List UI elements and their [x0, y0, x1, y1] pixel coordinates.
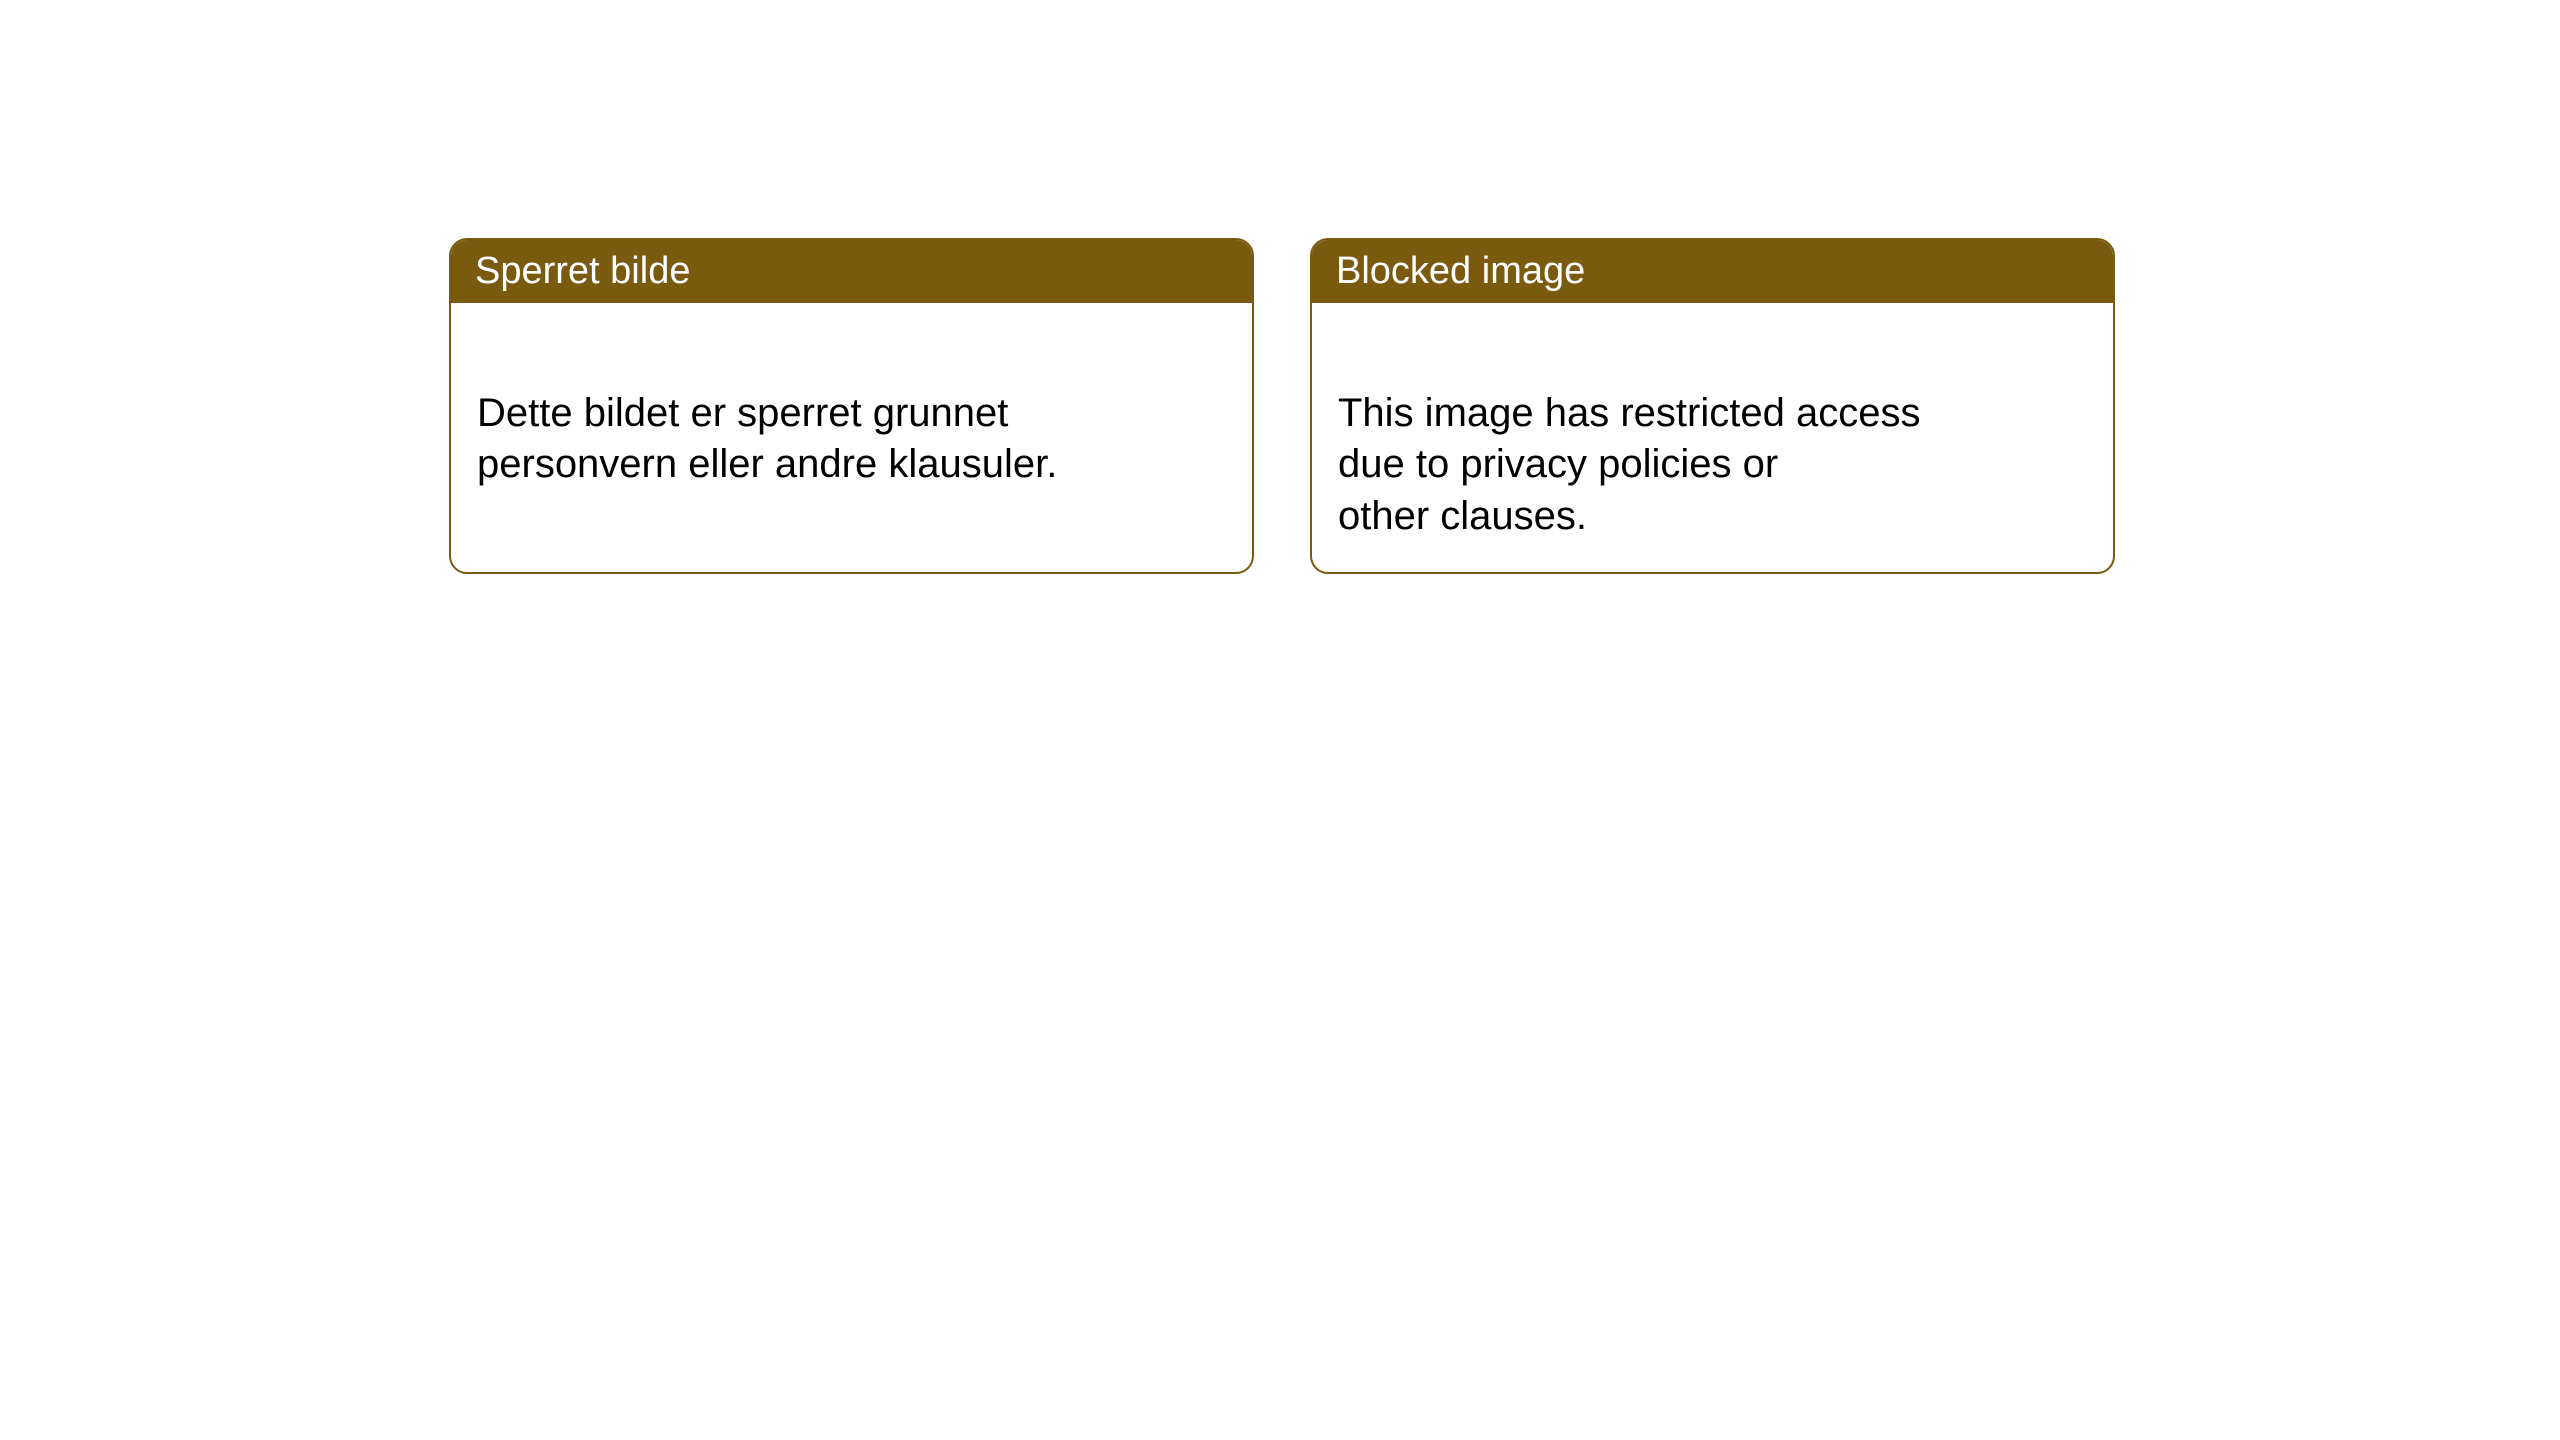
notice-body: This image has restricted access due to …	[1312, 303, 2113, 574]
notice-title: Sperret bilde	[475, 250, 690, 292]
notice-message: Dette bildet er sperret grunnet personve…	[477, 391, 1057, 486]
notice-header: Sperret bilde	[451, 240, 1252, 303]
notice-body: Dette bildet er sperret grunnet personve…	[451, 303, 1252, 525]
notice-container: Sperret bilde Dette bildet er sperret gr…	[0, 0, 2560, 574]
notice-card-norwegian: Sperret bilde Dette bildet er sperret gr…	[449, 238, 1254, 574]
notice-message: This image has restricted access due to …	[1338, 391, 1920, 537]
notice-card-english: Blocked image This image has restricted …	[1310, 238, 2115, 574]
notice-title: Blocked image	[1336, 250, 1585, 292]
notice-header: Blocked image	[1312, 240, 2113, 303]
